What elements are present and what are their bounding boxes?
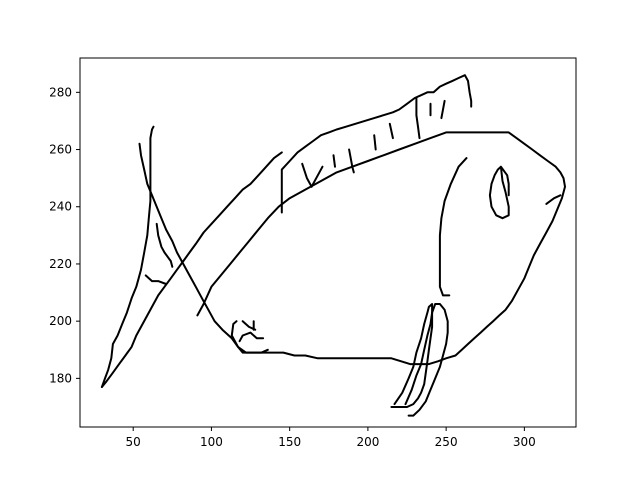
series-line-4 (280, 74, 473, 214)
series-line-5 (415, 97, 421, 140)
y-tick-label: 180 (49, 371, 72, 385)
series-line-10 (373, 134, 377, 151)
x-tick-label: 200 (356, 435, 379, 449)
series-line-1 (100, 125, 155, 388)
series-line-16 (545, 194, 562, 205)
series-lines (100, 74, 566, 417)
y-tick-label: 200 (49, 314, 72, 328)
series-line-23 (390, 303, 434, 408)
x-axis: 50 100 150 200 250 300 (126, 427, 536, 449)
x-tick-label: 100 (200, 435, 223, 449)
x-tick-label: 300 (513, 435, 536, 449)
series-line-14 (438, 157, 468, 297)
x-tick-label: 50 (126, 435, 141, 449)
series-line-6 (301, 162, 313, 188)
y-tick-label: 220 (49, 257, 72, 271)
series-line-8 (332, 154, 336, 168)
x-tick-label: 150 (278, 435, 301, 449)
axes-frame (79, 57, 577, 428)
x-tick-label: 250 (435, 435, 458, 449)
series-line-9 (348, 148, 355, 174)
series-line-13 (440, 99, 446, 120)
series-line-15 (488, 165, 510, 220)
series-line-17 (230, 320, 269, 354)
series-line-22 (144, 274, 168, 285)
y-tick-label: 280 (49, 85, 72, 99)
series-line-3 (138, 131, 566, 366)
series-line-11 (388, 122, 394, 140)
y-tick-label: 240 (49, 200, 72, 214)
y-axis: 180 200 220 240 260 280 (49, 85, 80, 385)
y-tick-label: 260 (49, 143, 72, 157)
series-line-7 (310, 165, 324, 188)
series-line-2 (100, 151, 283, 388)
series-line-21 (155, 222, 174, 268)
series-line-24 (404, 303, 449, 417)
series-line-18 (238, 331, 265, 343)
